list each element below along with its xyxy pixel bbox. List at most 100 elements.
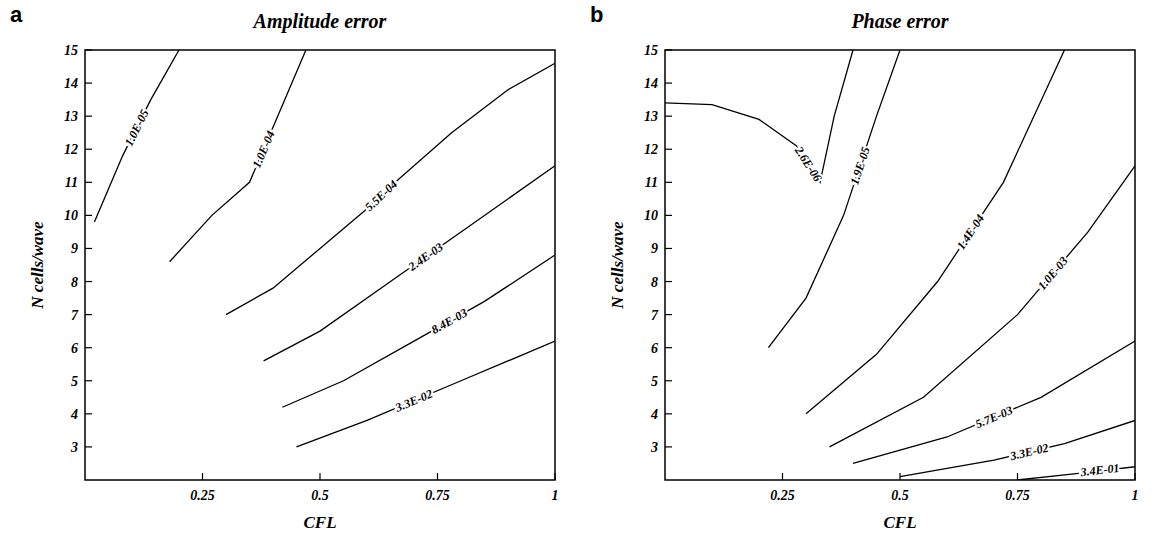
y-tick-label: 15 <box>644 43 658 58</box>
contour-label: 5.7E-03 <box>973 403 1014 431</box>
y-tick-label: 8 <box>651 275 658 290</box>
y-tick <box>665 446 672 447</box>
panel-title: Phase error <box>850 10 948 32</box>
y-tick <box>85 49 92 50</box>
contour-line <box>264 166 555 361</box>
y-tick <box>665 281 672 282</box>
x-tick-label: 0.5 <box>311 488 329 503</box>
y-tick-label: 9 <box>651 241 658 256</box>
y-tick <box>665 248 672 249</box>
y-tick-label: 7 <box>651 308 659 323</box>
y-axis-title: N cells/wave <box>608 221 627 310</box>
contour-line <box>94 50 179 222</box>
y-tick-label: 9 <box>71 241 78 256</box>
y-tick-label: 11 <box>65 175 78 190</box>
x-tick-label: 0.25 <box>190 488 215 503</box>
x-axis-title: CFL <box>883 513 916 532</box>
y-tick-label: 6 <box>71 341 78 356</box>
x-tick-label: 0.25 <box>770 488 795 503</box>
contour-label: 1.0E-04 <box>250 129 278 170</box>
panel-b: b Phase error 2.6E-06 1.9E-05 1.4E-04 1.0E-03… <box>590 2 1139 532</box>
contour-lines <box>94 50 555 447</box>
y-tick-label: 13 <box>644 109 658 124</box>
contour-label: 1.9E-05 <box>847 145 873 186</box>
contour-label: 3.4E-01 <box>1079 461 1120 480</box>
x-axis-title: CFL <box>303 513 336 532</box>
contour-label: 1.4E-04 <box>954 212 987 252</box>
y-tick <box>85 248 92 249</box>
contour-labels: 2.6E-06 1.9E-05 1.4E-04 1.0E-03 5.7E-03 3.3E-… <box>791 143 1120 479</box>
y-tick <box>85 182 92 183</box>
x-tick <box>437 473 438 480</box>
x-tick-label: 1 <box>552 488 559 503</box>
y-tick-label: 14 <box>64 76 78 91</box>
y-tick-label: 14 <box>644 76 658 91</box>
x-tick-label: 0.5 <box>891 488 909 503</box>
contour-lines <box>665 50 1135 480</box>
contour-label: 5.5E-04 <box>362 177 400 214</box>
x-tick <box>782 473 783 480</box>
y-tick-label: 3 <box>650 440 658 455</box>
y-tick <box>665 215 672 216</box>
y-tick <box>85 413 92 414</box>
panel-letter: a <box>10 2 23 27</box>
y-tick <box>665 347 672 348</box>
contour-line <box>170 50 306 262</box>
y-tick-label: 4 <box>70 407 78 422</box>
contour-label: 1.0E-03 <box>1035 254 1071 293</box>
contour-line <box>282 255 555 407</box>
y-tick <box>665 314 672 315</box>
y-tick-label: 5 <box>71 374 78 389</box>
y-tick <box>85 116 92 117</box>
contour-line <box>297 341 556 447</box>
x-tick-label: 0.75 <box>425 488 450 503</box>
contour-label: 1.0E-05 <box>122 107 152 148</box>
y-tick <box>665 182 672 183</box>
panel-title: Amplitude error <box>252 10 387 33</box>
y-tick-label: 8 <box>71 275 78 290</box>
contour-labels: 1.0E-05 1.0E-04 5.5E-042.4E-03 8.4E-03 3.3E-… <box>122 107 470 415</box>
y-tick <box>85 149 92 150</box>
contour-line <box>665 50 853 182</box>
y-tick-label: 3 <box>70 440 78 455</box>
y-tick <box>665 49 672 50</box>
y-tick-label: 15 <box>64 43 78 58</box>
x-tick-label: 1 <box>1132 488 1139 503</box>
y-tick-label: 10 <box>64 208 78 223</box>
contour-label: 2.6E-06 <box>791 143 824 184</box>
contour-line <box>226 63 555 314</box>
figure: a Amplitude error 1.0E-05 1.0E-04 5.5E-042.4… <box>0 0 1160 551</box>
y-tick <box>85 347 92 348</box>
plot-frame <box>85 50 555 480</box>
contour-line <box>853 341 1135 463</box>
x-tick <box>319 473 320 480</box>
panel-a: a Amplitude error 1.0E-05 1.0E-04 5.5E-042.4… <box>10 2 559 532</box>
y-tick <box>85 215 92 216</box>
contour-line <box>806 50 1065 414</box>
y-tick <box>85 281 92 282</box>
contour-label: 3.3E-02 <box>1008 441 1050 464</box>
y-tick-label: 5 <box>651 374 658 389</box>
y-tick-label: 13 <box>64 109 78 124</box>
y-tick <box>665 413 672 414</box>
contour-label: 3.3E-02 <box>392 387 434 415</box>
y-tick <box>665 380 672 381</box>
y-tick-label: 12 <box>644 142 658 157</box>
y-axis-title: N cells/wave <box>28 221 47 310</box>
contour-label: 2.4E-03 <box>405 240 446 274</box>
panel-letter: b <box>590 2 603 27</box>
y-tick-label: 4 <box>650 407 658 422</box>
x-tick-label: 0.75 <box>1005 488 1030 503</box>
x-tick <box>202 473 203 480</box>
y-tick <box>665 116 672 117</box>
contour-line <box>830 166 1136 447</box>
x-tick <box>554 473 555 480</box>
x-tick <box>899 473 900 480</box>
contour-label: 8.4E-03 <box>429 306 470 337</box>
y-tick-label: 12 <box>64 142 78 157</box>
y-tick-label: 10 <box>644 208 658 223</box>
y-tick-label: 11 <box>645 175 658 190</box>
plot-frame <box>665 50 1135 480</box>
x-tick <box>1017 473 1018 480</box>
y-tick-label: 6 <box>651 341 658 356</box>
